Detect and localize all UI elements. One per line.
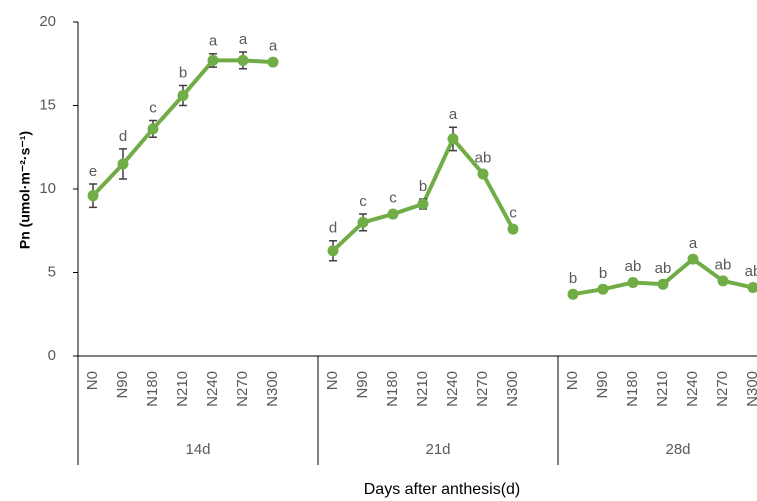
x-tick-label: N180: [144, 371, 161, 407]
point: [87, 190, 99, 202]
significance-letter: a: [689, 235, 698, 252]
point: [147, 123, 159, 135]
x-tick-label: N90: [114, 371, 131, 399]
y-tick-label: 0: [48, 347, 56, 364]
point: [267, 56, 279, 68]
point: [657, 278, 669, 290]
point: [687, 253, 699, 265]
group-label: 28d: [665, 441, 690, 458]
y-tick-label: 10: [39, 180, 56, 197]
significance-letter: c: [149, 99, 157, 116]
significance-letter: ab: [715, 256, 732, 273]
point: [507, 223, 519, 235]
point: [417, 198, 429, 210]
x-tick-label: N210: [654, 371, 671, 407]
x-tick-label: N270: [234, 371, 251, 407]
point: [747, 282, 757, 294]
point: [447, 133, 459, 145]
point: [717, 275, 729, 287]
x-tick-label: N240: [684, 371, 701, 407]
x-tick-label: N90: [594, 371, 611, 399]
group-label: 14d: [185, 441, 210, 458]
y-tick-label: 5: [48, 263, 56, 280]
significance-letter: ab: [745, 263, 757, 280]
significance-letter: a: [269, 38, 278, 55]
significance-letter: d: [119, 128, 127, 145]
x-tick-label: N270: [714, 371, 731, 407]
point: [387, 208, 399, 220]
significance-letter: ab: [475, 150, 492, 167]
x-tick-label: N300: [744, 371, 757, 407]
y-axis-title: Pn (umol·m⁻²·s⁻¹): [17, 131, 33, 249]
point: [627, 277, 639, 289]
x-tick-label: N0: [324, 371, 341, 390]
significance-letter: a: [209, 33, 218, 50]
point: [237, 54, 249, 66]
significance-letter: a: [239, 31, 248, 48]
x-tick-label: N210: [174, 371, 191, 407]
point: [477, 168, 489, 180]
significance-letter: b: [569, 270, 577, 287]
point: [597, 283, 609, 295]
x-tick-label: N180: [384, 371, 401, 407]
x-tick-label: N300: [504, 371, 521, 407]
point: [327, 245, 339, 257]
x-tick-label: N210: [414, 371, 431, 407]
x-tick-label: N240: [204, 371, 221, 407]
y-tick-label: 20: [39, 13, 56, 30]
x-tick-label: N0: [84, 371, 101, 390]
significance-letter: b: [179, 64, 187, 81]
significance-letter: d: [329, 220, 337, 237]
significance-letter: c: [509, 205, 517, 222]
x-tick-label: N240: [444, 371, 461, 407]
significance-letter: ab: [655, 260, 672, 277]
significance-letter: ab: [625, 258, 642, 275]
significance-letter: c: [359, 193, 367, 210]
x-tick-label: N90: [354, 371, 371, 399]
point: [357, 216, 369, 228]
significance-letter: c: [389, 190, 397, 207]
x-tick-label: N0: [564, 371, 581, 390]
x-tick-label: N270: [474, 371, 491, 407]
point: [177, 89, 189, 101]
point: [117, 158, 129, 170]
significance-letter: e: [89, 163, 97, 180]
group-label: 21d: [425, 441, 450, 458]
significance-letter: b: [599, 265, 607, 282]
point: [207, 54, 219, 66]
x-axis-title: Days after anthesis(d): [364, 481, 521, 498]
x-tick-label: N300: [264, 371, 281, 407]
y-tick-label: 15: [39, 96, 56, 113]
significance-letter: a: [449, 106, 458, 123]
x-tick-label: N180: [624, 371, 641, 407]
significance-letter: b: [419, 178, 427, 195]
point: [567, 288, 579, 300]
